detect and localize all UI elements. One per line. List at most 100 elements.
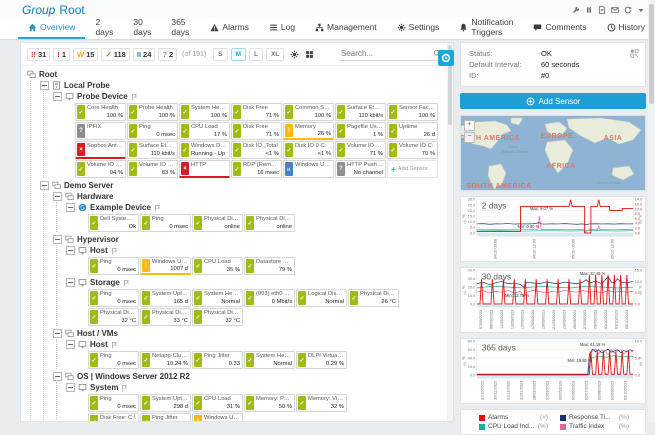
sensor-box[interactable]: ✓ CPU Load 17 % [179,122,230,140]
graph-2-days[interactable]: 0.0 5.0 10.0 15.0 20.0 25.0 30.0 0.0 2.0 4.0 6.0 8.… [460,196,646,262]
legend-item[interactable]: Alarms (#) [479,414,556,421]
sensor-box[interactable]: ✓ Disk Free 71 % [231,122,282,140]
tree-node-os-windows-server-2012-r2[interactable]: OS | Windows Server 2012 R2 [53,371,449,382]
tree-node-hardware[interactable]: Hardware [53,191,449,202]
status-count[interactable]: ! 1 [53,48,71,61]
sensor-box[interactable]: ✓ Disk Free 71 % [231,103,282,121]
sensor-box[interactable]: ✓ Volume IO C: 70 % [387,141,438,159]
tree-node-demo-server[interactable]: Demo Server [40,180,449,191]
sensor-box[interactable]: ✓ System Uptime 298 d [140,394,191,412]
expander-icon[interactable] [53,192,62,201]
node-name[interactable]: OS | Windows Server 2012 R2 [77,372,190,381]
tab-30-days[interactable]: 30 days [123,17,161,39]
tree-node-example-device[interactable]: Example Device [66,202,449,213]
clip-icon[interactable] [462,288,468,298]
tree-node-host[interactable]: Host [66,339,449,350]
sensor-box[interactable]: ×Sophos Anti-Vi... [75,141,126,159]
tab-comments[interactable]: Comments [523,17,596,39]
node-name[interactable]: Storage [90,278,120,287]
sensor-box[interactable]: ✓ Ping 0 msec [88,394,139,412]
sensor-box[interactable]: ✓Common SaaS... 100 % [283,103,334,121]
sensor-box[interactable]: ! Memory 26 % [283,122,334,140]
tab-log[interactable]: Log [259,17,305,39]
sensor-box[interactable]: ✓Physical Disk 0... online [244,214,295,232]
tree-node-storage[interactable]: Storage [66,277,449,288]
sensor-box[interactable]: ✓ Ping 0 msec [88,351,139,369]
sensor-box[interactable]: ✓ Disk IO „Total <1 % [231,141,282,159]
qr-icon[interactable] [630,49,639,58]
report-icon[interactable] [598,5,606,14]
sensor-box[interactable]: ?HTTP Push Da... No channel [335,160,386,178]
wrench-icon[interactable] [572,6,580,14]
expander-icon[interactable] [53,372,62,381]
sensor-box[interactable]: ✓Physical Disk: ... 32 °C [192,308,243,326]
sensor-box[interactable]: ✓ Ping 0 msec [140,214,191,232]
tab-alarms[interactable]: Alarms [200,17,258,39]
sensor-box[interactable]: ✓ System Health Normal [192,289,243,307]
node-name[interactable]: Root [39,70,58,79]
clip-icon[interactable] [638,217,644,227]
sensor-box[interactable]: ✓Logical Disk: V... Normal [296,289,347,307]
expander-icon[interactable] [66,203,75,212]
sensor-box[interactable]: ✓Volume IO „To... 71 % [335,141,386,159]
expander-icon[interactable] [40,81,49,90]
sensor-box[interactable]: ✓Surface Ethern... 110 kbit/s [335,103,386,121]
size-button-xl[interactable]: XL [266,48,285,61]
sensor-box[interactable]: ✓Memory: Physi... 50 % [244,394,295,412]
sensor-box[interactable]: ✓ Probe Health 100 % [127,103,178,121]
sensor-box[interactable]: ✓DLPI Virtual A... 0.29 % [296,351,347,369]
sensor-box[interactable]: ✓ Core Health 100 % [75,103,126,121]
sensor-box[interactable]: ✓ Disk IO 0 C: <1 % [283,141,334,159]
expander-icon[interactable] [53,329,62,338]
node-name[interactable]: Host [90,246,108,255]
locate-button[interactable] [438,50,454,66]
legend-item[interactable]: Traffic Index (%) [560,423,637,430]
node-name[interactable]: System [90,383,119,392]
tab-notification-triggers[interactable]: Notification Triggers [449,17,523,39]
node-name[interactable]: Host / VMs [77,329,118,338]
tab-settings[interactable]: Settings [387,17,450,39]
node-name[interactable]: Hypervisor [77,235,119,244]
size-button-m[interactable]: M [230,48,247,61]
expander-icon[interactable] [66,383,75,392]
sensor-box[interactable]: ✓Surface Ethern... 110 kbit/s [127,141,178,159]
sensor-box[interactable]: ✓RDP (Remote ... 16 msec [231,160,282,178]
sensor-box[interactable]: × HTTP [179,160,230,178]
size-button-s[interactable]: S [213,48,228,61]
sensor-box[interactable]: ✓(003) eth0 Traf... 0 Mbit/s [244,289,295,307]
sensor-box[interactable]: ✓Dell System He... Ok [88,214,139,232]
tree-node-probe-device[interactable]: Probe Device [53,91,449,102]
graph-365-days[interactable]: 0.0 20.0 40.0 60.0 80.0 0.0 5.0 10.0 31/10/2022 3… [460,338,646,404]
tree-node-local-probe[interactable]: Local Probe [40,80,449,91]
legend-item[interactable]: CPU Load Ind... (%) [479,423,556,430]
tree-node-system[interactable]: System [66,382,449,393]
search-input[interactable] [339,48,433,59]
status-count[interactable]: W 15 [73,48,99,61]
pause-icon[interactable] [585,6,593,14]
sensor-box[interactable]: ✓Physical Disk 0... online [192,214,243,232]
add-sensor-button[interactable]: Add Sensor [460,93,646,109]
sensor-box[interactable]: ✓Physical Disk: ... 33 °C [140,308,191,326]
node-name[interactable]: Example Device [90,203,151,212]
sensor-box[interactable]: ✓ Ping 0 msec [88,289,139,307]
node-name[interactable]: Hardware [77,192,114,201]
panel-scrollbar-thumb[interactable] [448,45,452,125]
status-count[interactable]: !! 31 [27,48,51,61]
sensor-box[interactable]: ✓Datastore Free... 79 % [244,257,295,275]
tree-node-root[interactable]: Root [27,69,449,80]
sensor-box[interactable]: ✓Windows Defe... Running - Up to D... [179,141,230,159]
clip-icon[interactable] [638,359,644,369]
expander-icon[interactable] [66,278,75,287]
tree-node-hypervisor[interactable]: Hypervisor [53,234,449,245]
size-button-l[interactable]: L [249,48,264,61]
node-name[interactable]: Demo Server [64,181,114,190]
panel-scrollbar[interactable] [447,43,453,421]
sensor-box[interactable]: !Windows Upda...1007 d [140,257,191,275]
sensor-box[interactable]: ✓ Ping 0 msec [88,257,139,275]
tab-2-days[interactable]: 2 days [85,17,123,39]
sensor-box[interactable]: !Windows Upda...1007 d [192,413,243,421]
world-map[interactable]: NORTH AMERICA EUROPE ASIA AFRICA SOUTH AMERI… [460,115,646,191]
sensor-box[interactable]: ? IPFIX [75,122,126,140]
clip-icon[interactable] [638,288,644,298]
